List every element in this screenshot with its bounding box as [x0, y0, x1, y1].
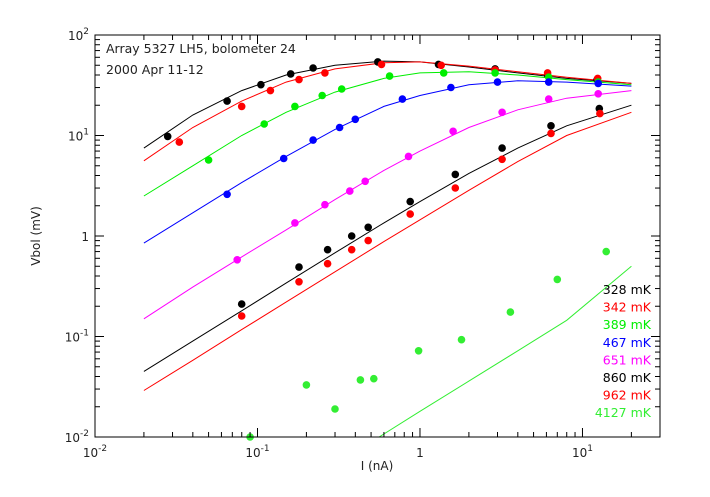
data-point-series-4 — [361, 177, 370, 186]
x-tick-label: 10-1 — [245, 444, 269, 460]
data-point-series-5 — [547, 122, 555, 130]
legend: 328 mK 342 mK 389 mK 467 mK 651 mK 860 mK 962 … — [595, 282, 652, 420]
data-point-series-4 — [449, 127, 457, 136]
data-point-series-4 — [233, 255, 241, 264]
data-point-series-1 — [295, 75, 303, 84]
data-point-series-2 — [291, 102, 299, 111]
x-tick-label: 101 — [572, 444, 593, 460]
data-point-series-7 — [602, 247, 610, 256]
data-point-series-4 — [404, 152, 413, 161]
legend-entry: 389 mK — [603, 317, 652, 332]
data-point-series-7 — [553, 275, 562, 284]
data-point-series-4 — [544, 95, 553, 103]
data-point-series-7 — [457, 335, 466, 344]
data-point-series-3 — [594, 79, 602, 88]
axis-ticks — [94, 34, 661, 438]
data-point-series-5 — [323, 245, 332, 254]
data-point-series-4 — [291, 219, 299, 227]
y-tick-label: 1 — [81, 230, 89, 244]
y-tick-label: 101 — [68, 128, 89, 144]
y-axis-label: Vbol (mV) — [29, 206, 43, 266]
data-point-series-3 — [493, 78, 502, 86]
data-point-series-2 — [260, 120, 269, 128]
data-point-series-4 — [498, 108, 506, 117]
data-point-series-5 — [347, 232, 356, 240]
data-point-series-2 — [439, 69, 448, 77]
annotation-line-1: Array 5327 LH5, bolometer 24 — [106, 41, 296, 56]
data-point-series-6 — [596, 109, 604, 118]
data-point-series-3 — [279, 154, 288, 163]
data-point-series-3 — [223, 190, 231, 199]
data-point-series-1 — [321, 69, 329, 77]
data-point-series-3 — [544, 78, 553, 86]
data-point-series-5 — [295, 263, 303, 271]
data-point-series-0 — [223, 97, 231, 105]
data-point-series-2 — [318, 91, 327, 100]
data-point-series-3 — [351, 115, 360, 124]
fit-line-series-2 — [143, 71, 632, 197]
data-point-series-7 — [414, 347, 423, 355]
data-point-series-7 — [370, 374, 378, 383]
fit-line-series-7 — [378, 265, 632, 437]
data-point-series-4 — [321, 200, 329, 209]
data-point-series-6 — [364, 236, 373, 245]
data-point-series-6 — [295, 278, 303, 286]
data-point-series-6 — [323, 259, 332, 268]
legend-entry: 4127 mK — [595, 405, 652, 420]
legend-entry: 342 mK — [603, 300, 652, 315]
data-point-series-0 — [163, 132, 172, 141]
x-tick-label: 10-2 — [83, 444, 107, 460]
y-tick-label: 102 — [68, 27, 89, 43]
fit-line-series-5 — [143, 104, 632, 372]
data-point-series-3 — [447, 83, 455, 92]
data-point-series-0 — [309, 64, 317, 72]
data-point-series-1 — [175, 138, 184, 146]
data-point-series-5 — [451, 170, 460, 179]
data-point-series-2 — [204, 156, 213, 164]
data-point-series-1 — [377, 60, 386, 69]
data-point-series-6 — [347, 245, 356, 254]
annotation-line-2: 2000 Apr 11-12 — [106, 62, 204, 77]
data-point-series-3 — [398, 95, 407, 103]
data-point-series-6 — [406, 210, 415, 218]
data-point-series-5 — [498, 144, 506, 152]
data-point-series-7 — [302, 381, 311, 389]
legend-entry: 860 mK — [603, 370, 652, 385]
data-point-series-4 — [594, 90, 602, 98]
data-point-series-0 — [257, 80, 265, 89]
data-point-series-2 — [337, 85, 346, 93]
data-point-series-1 — [266, 86, 275, 95]
data-point-series-0 — [286, 70, 295, 78]
data-point-series-5 — [406, 197, 415, 206]
data-point-series-5 — [364, 223, 373, 232]
data-point-series-1 — [437, 61, 446, 70]
data-point-series-6 — [237, 312, 246, 320]
legend-entry: 651 mK — [603, 352, 652, 367]
data-point-series-6 — [451, 184, 460, 192]
data-point-series-2 — [491, 69, 499, 77]
data-point-series-7 — [356, 376, 365, 384]
data-point-series-3 — [335, 123, 344, 132]
data-point-series-1 — [237, 102, 246, 111]
fit-line-series-4 — [143, 90, 632, 320]
data-point-series-4 — [346, 187, 354, 195]
legend-entry: 328 mK — [603, 282, 652, 297]
data-point-series-6 — [498, 155, 506, 164]
tick-labels: 10-2 10-1 1 101 10-2 10-1 1 101 102 — [65, 27, 593, 460]
x-axis-label: I (nA) — [361, 459, 394, 473]
data-point-series-2 — [385, 72, 394, 80]
fit-line-series-6 — [143, 111, 632, 391]
y-tick-label: 10-1 — [65, 329, 89, 345]
data-point-series-5 — [237, 300, 246, 308]
data-point-series-6 — [547, 129, 555, 138]
legend-entry: 467 mK — [603, 335, 652, 350]
y-tick-label: 10-2 — [65, 429, 89, 445]
data-point-series-7 — [331, 405, 339, 413]
data-points — [163, 58, 610, 441]
x-tick-label: 1 — [416, 446, 424, 460]
data-point-series-3 — [309, 136, 317, 144]
data-point-series-7 — [506, 308, 515, 316]
legend-entry: 962 mK — [603, 388, 652, 403]
